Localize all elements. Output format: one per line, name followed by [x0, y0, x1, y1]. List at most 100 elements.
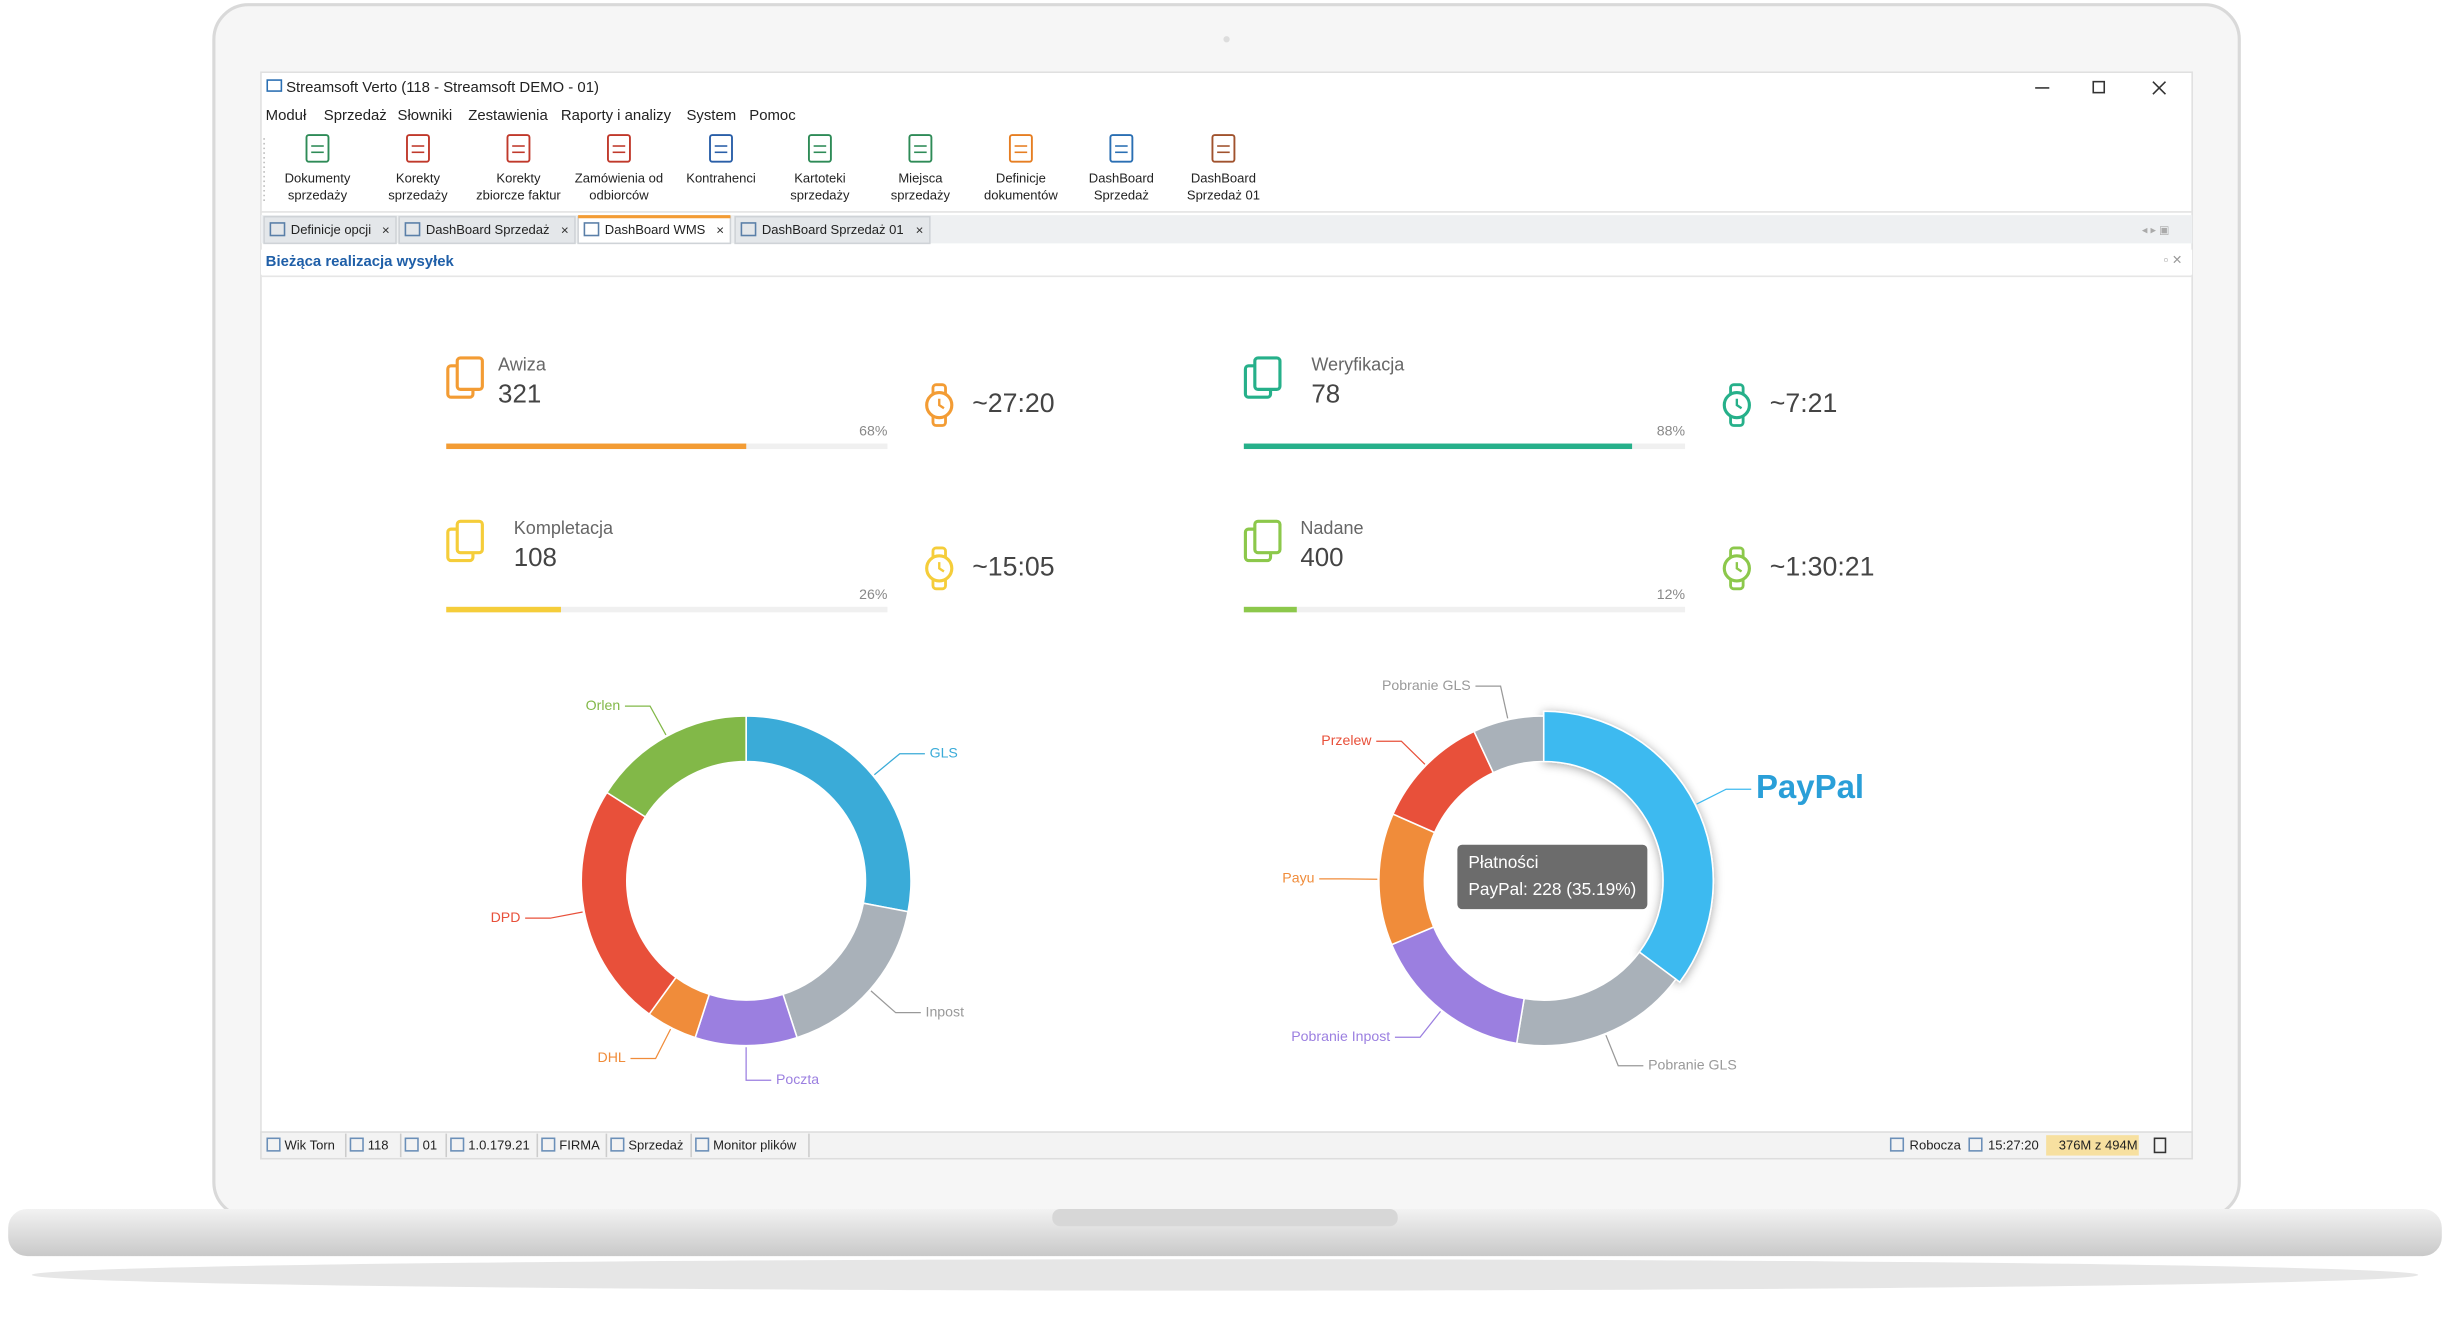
laptop-notch	[1052, 1208, 1398, 1227]
status-item[interactable]: 376M z 494M	[2059, 1138, 2138, 1153]
tab-scroll[interactable]: ◂ ▸ ▣	[2142, 225, 2170, 237]
tab-icon	[404, 222, 421, 237]
kpi-progress-bar	[446, 606, 561, 613]
tab-label[interactable]: DashBoard Sprzedaż 01	[762, 222, 904, 237]
kpi-time: ~15:05	[972, 551, 1054, 581]
panel-pin[interactable]: ▫ ✕	[2164, 253, 2182, 267]
tab[interactable]	[263, 215, 397, 245]
status-icon	[695, 1137, 710, 1152]
tab-close[interactable]: ×	[382, 222, 390, 237]
kpi-icon	[1253, 356, 1282, 391]
tab-close[interactable]: ×	[561, 222, 569, 237]
status-item[interactable]: 15:27:20	[1988, 1138, 2039, 1153]
laptop-base	[8, 1208, 2442, 1257]
kpi-progress-label: 88%	[1657, 423, 1686, 439]
kpi-icon	[455, 519, 484, 555]
tooltip-title: Płatności	[1468, 852, 1538, 872]
slice-label: Pobranie Inpost	[1291, 1028, 1390, 1044]
slice-label: PayPal	[1756, 768, 1864, 805]
toolbar-label[interactable]: Kartoteki	[794, 170, 845, 185]
toolbar-label[interactable]: Korekty	[496, 170, 541, 185]
memory-indicator	[2046, 1135, 2139, 1156]
tab-label[interactable]: DashBoard Sprzedaż	[426, 222, 550, 237]
toolbar-label[interactable]: Definicje	[996, 170, 1046, 185]
toolbar-label[interactable]: zbiorcze faktur	[476, 188, 561, 203]
donut-slice[interactable]	[694, 993, 799, 1047]
status-item[interactable]: FIRMA	[559, 1138, 600, 1153]
toolbar-label[interactable]: Sprzedaż	[1094, 188, 1149, 203]
kpi-progress-label: 26%	[859, 586, 888, 602]
kpi-progress-track	[446, 606, 888, 613]
restore-button[interactable]	[2092, 80, 2106, 94]
status-item[interactable]: Sprzedaż	[628, 1138, 683, 1153]
menu-item[interactable]: Zestawienia	[468, 108, 548, 124]
toolbar-label[interactable]: dokumentów	[984, 188, 1058, 203]
toolbar-label[interactable]: DashBoard	[1089, 170, 1154, 185]
toolbar-icon	[506, 134, 531, 163]
menu-item[interactable]: Pomoc	[749, 108, 796, 124]
toolbar-label[interactable]: DashBoard	[1191, 170, 1256, 185]
app-icon	[266, 79, 283, 92]
status-item[interactable]: Monitor plików	[713, 1138, 797, 1153]
panel-title: Bieżąca realizacja wysyłek	[266, 254, 455, 270]
donut-slice[interactable]	[1542, 710, 1715, 984]
tab-icon	[583, 222, 600, 237]
slice-label: Pobranie GLS	[1648, 1057, 1737, 1073]
toolbar-label[interactable]: odbiorców	[589, 188, 649, 203]
leader-line	[870, 990, 921, 1014]
slice-label: Payu	[1282, 870, 1314, 886]
menu-item[interactable]: Moduł	[266, 108, 307, 124]
toolbar-label[interactable]: Dokumenty	[285, 170, 351, 185]
kpi-progress-bar	[1243, 606, 1297, 613]
tooltip-text: PayPal: 228 (35.19%)	[1468, 879, 1636, 899]
status-icon	[610, 1137, 625, 1152]
tab[interactable]	[398, 215, 576, 245]
leader-line	[525, 911, 583, 919]
slice-label: Orlen	[586, 697, 621, 713]
toolbar-label[interactable]: sprzedaży	[891, 188, 951, 203]
toolbar-label[interactable]: Kontrahenci	[686, 170, 756, 185]
leader-line	[1605, 1034, 1644, 1067]
camera	[1223, 36, 1230, 43]
donut-slice[interactable]	[1473, 715, 1545, 774]
status-icon	[1889, 1137, 1905, 1152]
toolbar-label[interactable]: Zamówienia od	[575, 170, 663, 185]
status-item[interactable]: 118	[368, 1138, 389, 1153]
tab-label[interactable]: DashBoard WMS	[605, 222, 706, 237]
menu-item[interactable]: System	[686, 108, 736, 124]
leader-line	[1394, 1010, 1441, 1038]
menu-item[interactable]: Słowniki	[398, 108, 453, 124]
status-item[interactable]: 01	[423, 1138, 437, 1153]
leader-line	[1475, 685, 1509, 719]
clock-hands	[1735, 562, 1743, 573]
kpi-time: ~27:20	[972, 388, 1054, 418]
toolbar-label[interactable]: sprzedaży	[790, 188, 850, 203]
menu-item[interactable]: Raporty i analizy	[561, 108, 672, 124]
toolbar-label[interactable]: Miejsca	[898, 170, 943, 185]
status-icon	[1968, 1137, 1983, 1152]
status-item[interactable]: Wik Torn	[285, 1138, 335, 1153]
menu-item[interactable]: Sprzedaż	[324, 108, 387, 124]
status-item[interactable]: 1.0.179.21	[468, 1138, 530, 1153]
shadow	[31, 1259, 2419, 1291]
toolbar-label[interactable]: Sprzedaż 01	[1187, 188, 1260, 203]
kpi-value: 400	[1300, 544, 1343, 572]
active-tab[interactable]	[577, 215, 732, 245]
window-title: Streamsoft Verto (118 - Streamsoft DEMO …	[286, 80, 599, 96]
toolbar-label[interactable]: sprzedaży	[388, 188, 448, 203]
status-item[interactable]: Robocza	[1910, 1138, 1962, 1153]
toolbar-icon	[709, 134, 733, 163]
tab-close[interactable]: ×	[916, 222, 924, 237]
toolbar-label[interactable]: Korekty	[396, 170, 441, 185]
close-button[interactable]	[2152, 81, 2167, 95]
tab-label[interactable]: Definicje opcji	[291, 222, 371, 237]
leader-line	[630, 1028, 672, 1060]
toolbar-icon	[908, 134, 933, 163]
toolbar-label[interactable]: sprzedaży	[288, 188, 348, 203]
toolbar-icon	[1109, 134, 1134, 163]
kpi-value: 108	[514, 544, 557, 572]
trash-icon[interactable]	[2153, 1137, 2167, 1154]
donut-slice[interactable]	[605, 715, 747, 818]
tab[interactable]	[734, 215, 931, 245]
tab-close[interactable]: ×	[716, 222, 724, 237]
